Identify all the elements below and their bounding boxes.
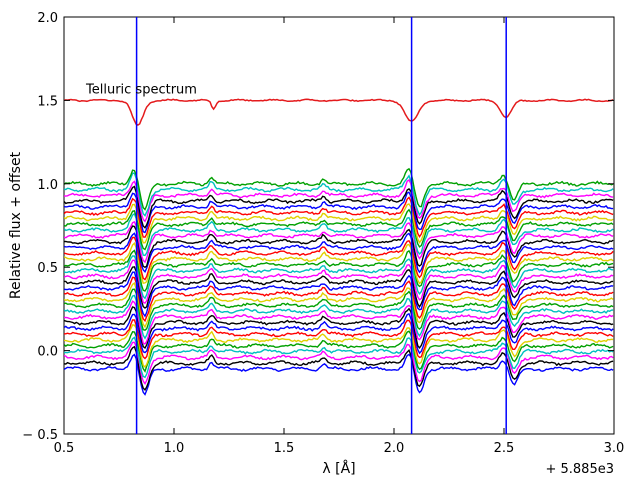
spectrum-line-4 <box>64 330 614 373</box>
spectrum-line-3 <box>64 336 614 379</box>
spectrum-line-11 <box>64 288 614 331</box>
telluric-annotation: Telluric spectrum <box>85 83 197 98</box>
spectra-group <box>64 98 614 396</box>
reference-lines <box>135 17 507 434</box>
spectrum-line-28 <box>64 191 614 234</box>
spectrum-line-9 <box>64 300 614 345</box>
spectrum-line-21 <box>64 232 614 274</box>
x-axis-title: λ [Å] <box>322 460 355 477</box>
spectrum-line-10 <box>64 294 614 340</box>
spectrum-line-12 <box>64 281 614 329</box>
spectrum-line-16 <box>64 259 614 304</box>
spectrum-line-25 <box>64 208 614 251</box>
y-tick-label: 0.0 <box>37 345 58 360</box>
y-axis-title: Relative flux + offset <box>8 151 24 299</box>
x-tick-label: 2.0 <box>384 441 405 456</box>
x-axis-offset-label: + 5.885e3 <box>545 462 614 477</box>
spectrum-line-22 <box>64 225 614 269</box>
x-tick-label: 2.5 <box>494 441 515 456</box>
spectrum-line-31 <box>64 172 614 217</box>
y-tick-label: 1.0 <box>37 178 58 193</box>
spectrum-line-17 <box>64 255 614 300</box>
spectrum-line-13 <box>64 276 614 323</box>
y-tick-label: − 0.5 <box>22 428 58 443</box>
y-tick-label: 0.5 <box>37 261 58 276</box>
spectrum-line-5 <box>64 324 614 368</box>
y-tick-label: 1.5 <box>37 94 58 109</box>
spectrum-line-19 <box>64 241 614 285</box>
telluric-spectrum-line <box>64 98 614 126</box>
spectrum-line-23 <box>64 220 614 264</box>
spectrum-line-29 <box>64 185 614 229</box>
spectrum-line-30 <box>64 178 614 223</box>
spectrum-line-2 <box>64 341 614 386</box>
spectrum-line-14 <box>64 271 614 318</box>
spectrum-line-15 <box>64 266 614 309</box>
spectrum-line-7 <box>64 312 614 355</box>
x-tick-label: 1.0 <box>164 441 185 456</box>
axis-ticks: 0.5 1.0 1.5 2.0 2.5 3.0 − 0.5 0.0 0.5 1.0 1.5 2.0 <box>22 11 624 456</box>
spectrum-line-24 <box>64 212 614 257</box>
spectrum-line-1 <box>64 345 614 392</box>
spectrum-line-20 <box>64 236 614 281</box>
x-tick-label: 1.5 <box>274 441 295 456</box>
spectrum-line-27 <box>64 196 614 239</box>
x-tick-label: 3.0 <box>604 441 625 456</box>
spectrum-line-0 <box>64 353 614 396</box>
spectrum-line-18 <box>64 249 614 292</box>
spectrum-line-32 <box>64 167 614 211</box>
spectrum-line-26 <box>64 203 614 244</box>
plot-area <box>63 16 615 435</box>
axis-labels: λ [Å] Relative flux + offset + 5.885e3 T… <box>8 83 614 477</box>
spectrum-line-8 <box>64 306 614 350</box>
y-tick-label: 2.0 <box>37 11 58 26</box>
x-tick-label: 0.5 <box>54 441 75 456</box>
spectrum-line-6 <box>64 319 614 360</box>
